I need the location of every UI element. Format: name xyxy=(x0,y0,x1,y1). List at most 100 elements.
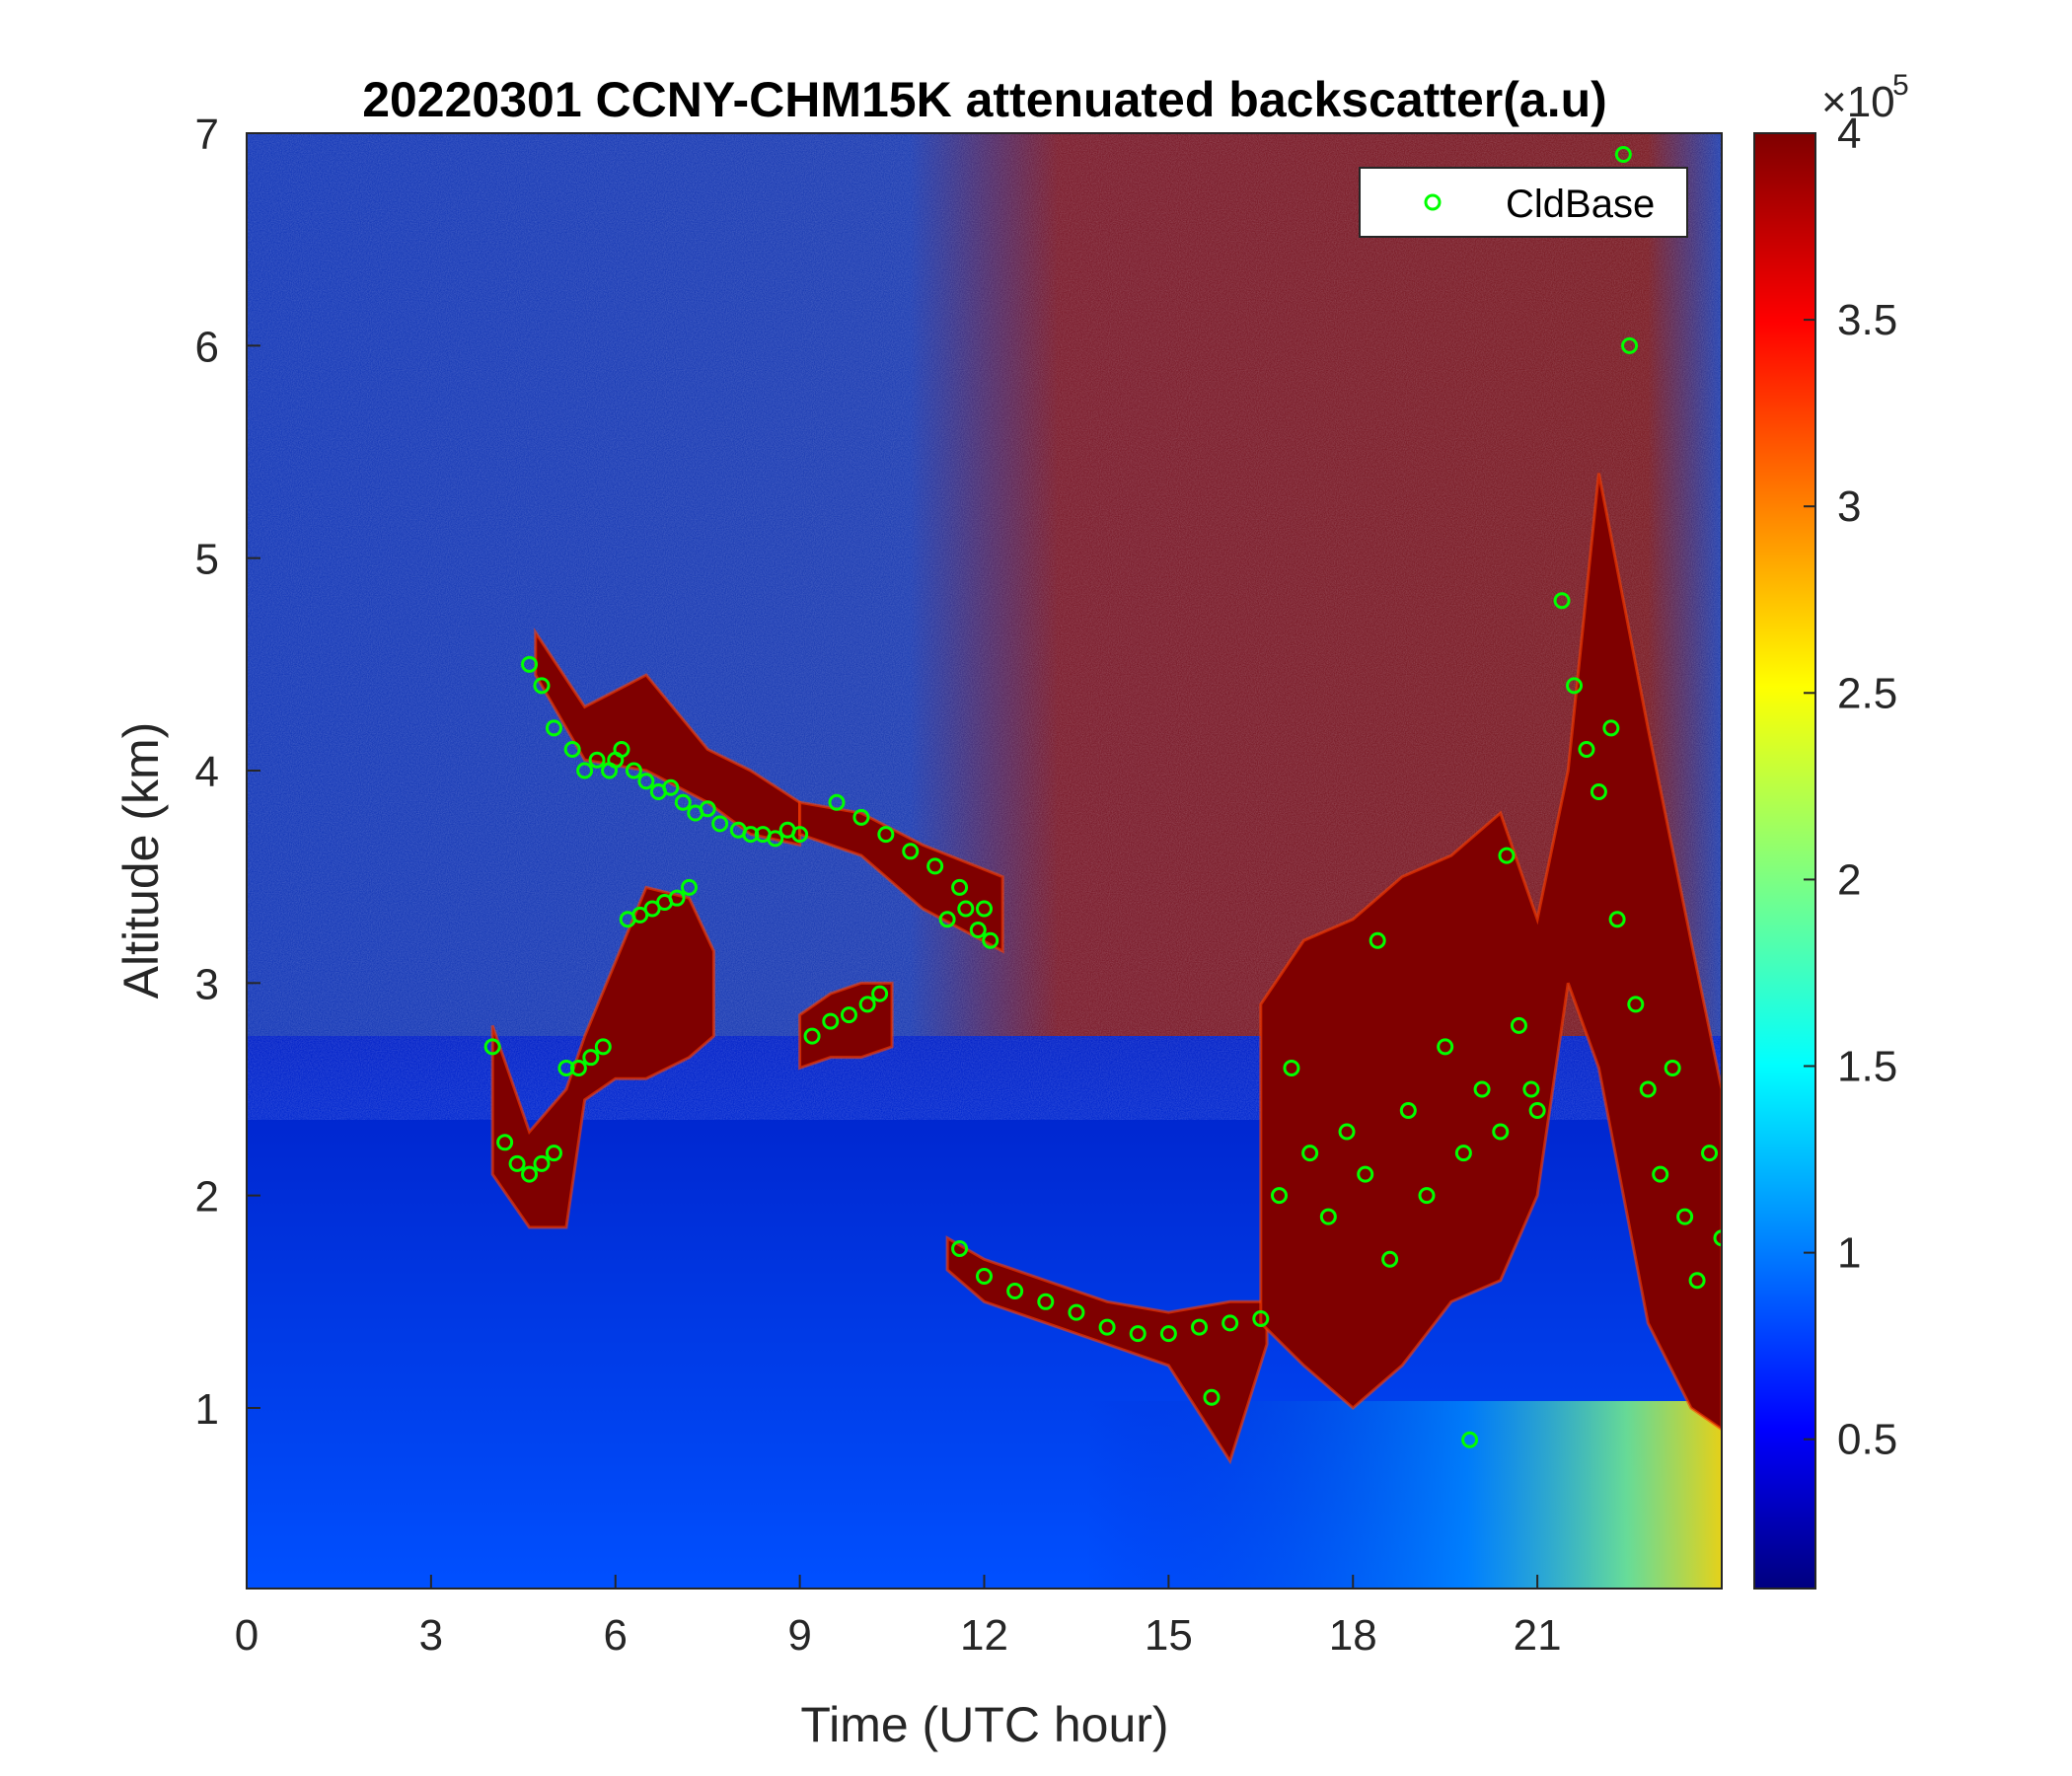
cldbase-point xyxy=(521,1165,539,1183)
cldbase-point xyxy=(1566,677,1583,695)
cldbase-point xyxy=(1578,740,1595,758)
colorbar-tick-label: 0.5 xyxy=(1837,1416,1897,1464)
colorbar-tick-label: 2 xyxy=(1837,855,1861,904)
cldbase-point xyxy=(877,826,895,844)
cldbase-point xyxy=(1608,911,1626,928)
colorbar-tick-label: 4 xyxy=(1837,110,1861,158)
cldbase-point xyxy=(858,996,876,1013)
cldbase-point xyxy=(1319,1208,1337,1225)
cldbase-point xyxy=(1492,1123,1510,1141)
cldbase-markers xyxy=(483,146,1722,1448)
cldbase-point xyxy=(742,826,760,844)
cldbase-point xyxy=(1221,1314,1239,1332)
cldbase-point xyxy=(1252,1310,1270,1328)
cldbase-point xyxy=(822,1012,840,1030)
colorbar-tick-label: 3.5 xyxy=(1837,296,1897,344)
cldbase-point xyxy=(1129,1325,1147,1343)
y-tick-label: 5 xyxy=(195,536,219,584)
cldbase-point xyxy=(545,719,562,737)
cldbase-point xyxy=(1701,1145,1719,1162)
cldbase-point xyxy=(1688,1272,1706,1290)
cldbase-point xyxy=(969,921,987,938)
cldbase-point xyxy=(1473,1080,1491,1098)
chart-title: 20220301 CCNY-CHM15K attenuated backscat… xyxy=(362,72,1607,127)
cldbase-point xyxy=(613,740,630,758)
cloud-layer-4 xyxy=(945,1235,1269,1465)
colorbar-tick-label: 2.5 xyxy=(1837,669,1897,717)
y-tick-label: 3 xyxy=(195,960,219,1008)
cldbase-point xyxy=(1037,1293,1055,1310)
cldbase-point xyxy=(533,677,551,695)
cldbase-point xyxy=(791,826,809,844)
x-tick-label: 21 xyxy=(1514,1611,1562,1660)
cldbase-point xyxy=(767,830,784,848)
cldbase-point xyxy=(1602,719,1620,737)
cldbase-point xyxy=(557,1059,575,1076)
cldbase-point xyxy=(588,751,606,769)
cldbase-point xyxy=(533,1154,551,1172)
cloud-layer-5 xyxy=(1259,473,1722,1432)
cldbase-point xyxy=(508,1154,526,1172)
cldbase-point xyxy=(637,773,655,790)
cldbase-point xyxy=(1203,1388,1221,1406)
colorbar: 0.5 1 1.5 2 2.5 3 3.5 4 ×10 5 xyxy=(1753,69,1909,1590)
cldbase-point xyxy=(902,843,920,860)
y-tick-label: 2 xyxy=(195,1173,219,1221)
cldbase-point xyxy=(982,931,999,949)
cldbase-point xyxy=(1271,1187,1288,1205)
cldbase-point xyxy=(938,911,956,928)
cldbase-point xyxy=(1676,1208,1694,1225)
cldbase-point xyxy=(803,1027,821,1045)
cldbase-point xyxy=(1664,1059,1681,1076)
surface-layer xyxy=(1085,1401,1722,1589)
cldbase-point xyxy=(1522,1080,1540,1098)
cldbase-point xyxy=(1639,1080,1657,1098)
cldbase-point xyxy=(951,1239,969,1257)
colorbar-exponent: 5 xyxy=(1892,69,1909,102)
cldbase-point xyxy=(1399,1102,1417,1120)
colorbar-tick-label: 3 xyxy=(1837,482,1861,531)
cldbase-point xyxy=(569,1059,587,1076)
cldbase-point xyxy=(711,815,729,833)
cldbase-point xyxy=(483,1038,501,1056)
cldbase-point xyxy=(1068,1303,1085,1321)
y-axis: 1 2 3 4 5 6 7 xyxy=(195,111,260,1434)
cldbase-point xyxy=(1621,336,1639,354)
cldbase-point xyxy=(1381,1250,1399,1268)
cldbase-point xyxy=(1510,1016,1527,1034)
cldbase-point xyxy=(521,655,539,673)
colorbar-ticks: 0.5 1 1.5 2 2.5 3 3.5 4 xyxy=(1804,110,1897,1464)
cldbase-point xyxy=(1461,1431,1479,1448)
colorbar-tick-label: 1 xyxy=(1837,1229,1861,1278)
cldbase-point xyxy=(871,985,889,1002)
x-tick-label: 15 xyxy=(1145,1611,1193,1660)
legend-box xyxy=(1359,167,1688,238)
cldbase-point xyxy=(951,878,969,896)
cloud-layers xyxy=(490,473,1722,1465)
cldbase-point xyxy=(1159,1325,1177,1343)
cldbase-point xyxy=(1338,1123,1356,1141)
cldbase-point xyxy=(1418,1187,1436,1205)
cloud-layer-0 xyxy=(534,628,802,848)
cldbase-point xyxy=(1437,1038,1454,1056)
y-tick-label: 6 xyxy=(195,323,219,371)
x-tick-label: 0 xyxy=(235,1611,259,1660)
cldbase-point xyxy=(840,1006,857,1024)
cldbase-point xyxy=(1590,783,1607,801)
x-tick-label: 3 xyxy=(419,1611,443,1660)
cldbase-point xyxy=(681,878,698,896)
cldbase-point xyxy=(1098,1318,1116,1336)
cldbase-point xyxy=(976,900,993,918)
cldbase-point xyxy=(1006,1283,1024,1300)
cldbase-point xyxy=(674,793,692,811)
cldbase-point xyxy=(594,1038,612,1056)
cldbase-point xyxy=(1191,1318,1209,1336)
cldbase-point xyxy=(1301,1145,1319,1162)
plot-area xyxy=(247,133,1722,1589)
y-axis-label: Altitude (km) xyxy=(113,722,169,999)
y-tick-label: 4 xyxy=(195,748,219,796)
cldbase-point xyxy=(699,800,716,818)
y-tick-label: 7 xyxy=(195,111,219,159)
cldbase-point xyxy=(1627,996,1645,1013)
